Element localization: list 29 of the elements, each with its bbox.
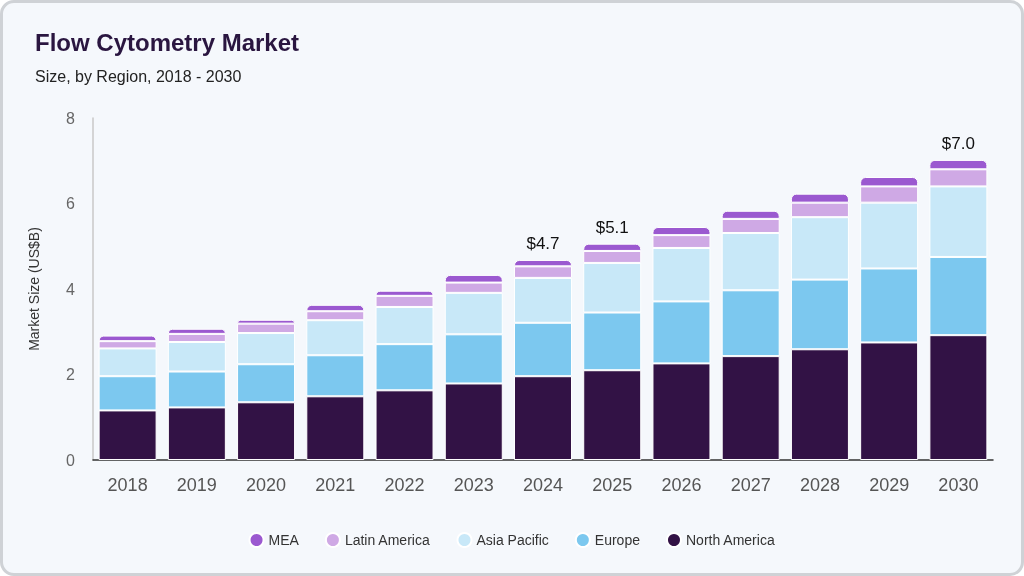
x-tick-label: 2030 <box>938 475 979 495</box>
legend-label: North America <box>685 532 775 548</box>
x-tick-label: 2019 <box>176 475 217 495</box>
x-tick-label: 2018 <box>107 475 148 495</box>
legend-label: Asia Pacific <box>476 532 549 548</box>
y-tick-label: 2 <box>66 366 76 383</box>
y-tick-label: 8 <box>66 109 76 127</box>
y-tick-label: 4 <box>66 280 76 298</box>
x-tick-label: 2022 <box>384 475 425 495</box>
x-tick-label: 2020 <box>246 475 287 495</box>
total-label: $7.0 <box>941 133 975 153</box>
x-tick-label: 2027 <box>730 475 771 495</box>
legend-label: Latin America <box>344 532 430 548</box>
chart-title: Flow Cytometry Market <box>35 28 300 56</box>
legend-label: MEA <box>268 532 300 548</box>
x-tick-label: 2025 <box>592 475 633 495</box>
x-tick-label: 2028 <box>799 475 840 495</box>
x-tick-label: 2023 <box>453 475 494 495</box>
y-tick-label: 6 <box>66 195 76 212</box>
legend-label: Europe <box>594 532 641 548</box>
x-tick-label: 2021 <box>315 475 356 495</box>
chart-subtitle: Size, by Region, 2018 - 2030 <box>35 67 242 85</box>
x-tick-label: 2026 <box>661 475 702 495</box>
total-label: $5.1 <box>595 217 629 237</box>
x-tick-label: 2024 <box>522 475 564 495</box>
y-axis-title: Market Size (US$B) <box>26 227 42 351</box>
total-label: $4.7 <box>526 233 560 253</box>
y-tick-label: 0 <box>66 451 76 469</box>
x-tick-label: 2029 <box>869 475 910 495</box>
